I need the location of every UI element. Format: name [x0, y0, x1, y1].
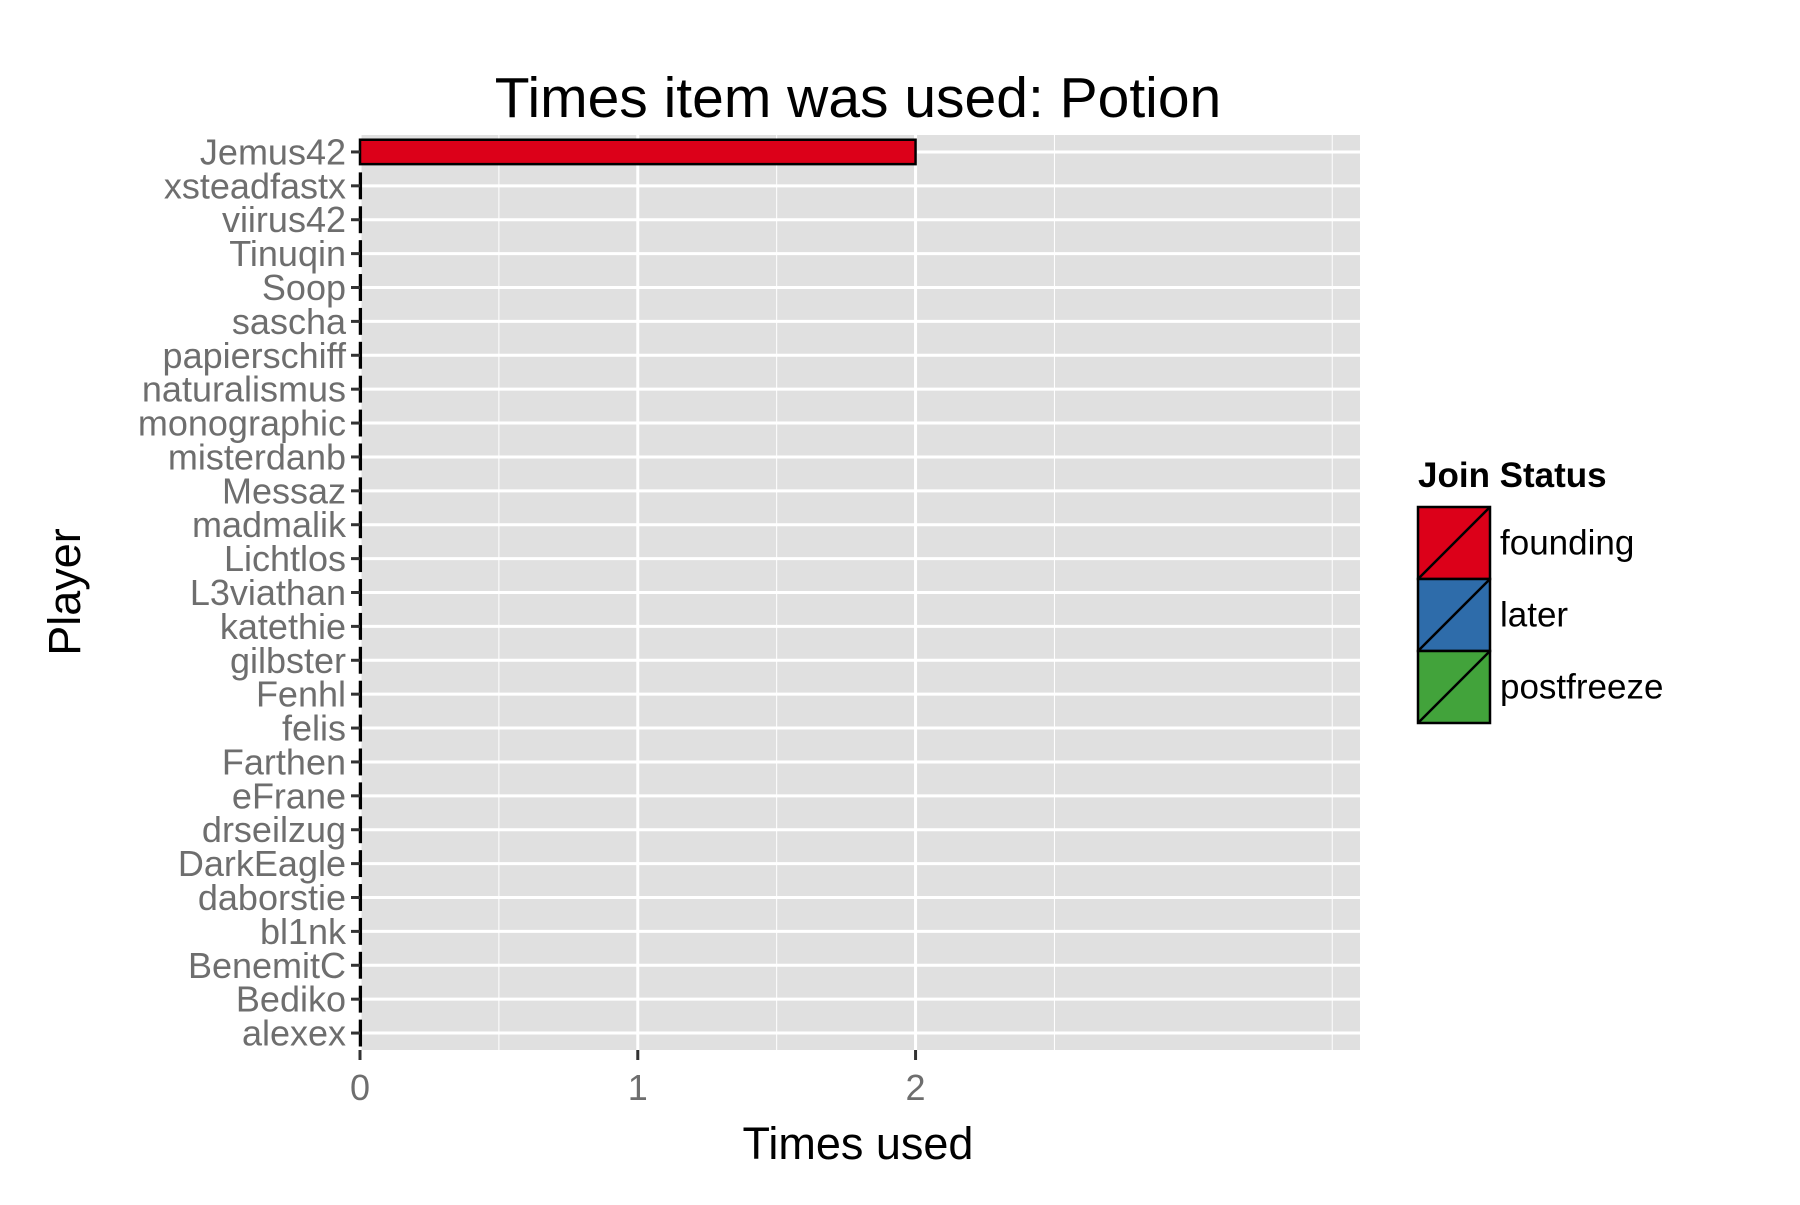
bar-drseilzug	[358, 816, 363, 844]
y-axis: Jemus42xsteadfastxviirus42TinuqinSoopsas…	[138, 131, 360, 1054]
y-tick-label: Soop	[262, 267, 346, 308]
y-tick-label: Bediko	[236, 979, 346, 1020]
bar-monographic	[358, 409, 363, 437]
bars	[358, 138, 917, 1047]
y-tick-label: katethie	[220, 606, 346, 647]
bar-misterdanb	[358, 443, 363, 471]
x-axis-title: Times used	[743, 1118, 974, 1169]
bar-bl1nk	[358, 917, 363, 945]
bar-tinuqin	[358, 240, 363, 268]
x-tick-label: 2	[906, 1067, 926, 1108]
y-tick-label: Lichtlos	[224, 538, 346, 579]
y-tick-label: drseilzug	[202, 809, 346, 850]
legend-key-slash	[1417, 650, 1491, 724]
legend-label: founding	[1500, 524, 1634, 563]
x-tick-label: 0	[350, 1067, 370, 1108]
y-tick-label: daborstie	[198, 877, 346, 918]
bar-efrane	[358, 782, 363, 810]
x-tick-label: 1	[628, 1067, 648, 1108]
legend-label: later	[1500, 596, 1568, 635]
legend-key-slash	[1417, 506, 1491, 580]
y-tick-label: papierschiff	[163, 335, 347, 376]
bar-katethie	[358, 612, 363, 640]
bar-alexex	[358, 1019, 363, 1047]
y-tick-label: gilbster	[230, 640, 346, 681]
y-tick-label: madmalik	[192, 504, 347, 545]
bar-jemus42	[358, 138, 917, 166]
bar-soop	[358, 274, 363, 301]
y-tick-label: sascha	[232, 301, 347, 342]
y-tick-label: monographic	[138, 403, 346, 444]
bar-felis	[358, 714, 363, 742]
y-tick-label: Jemus42	[200, 131, 346, 172]
y-tick-label: Fenhl	[256, 674, 346, 715]
bar-benemitc	[358, 951, 363, 979]
bar-messaz	[358, 477, 363, 505]
y-tick-label: L3viathan	[190, 572, 346, 613]
y-axis-title: Player	[39, 528, 90, 656]
legend-item-founding: founding	[1416, 505, 1634, 581]
grid-lines	[358, 135, 1360, 1050]
y-tick-label: Messaz	[222, 470, 346, 511]
bar-lichtlos	[358, 545, 363, 573]
legend: Join Status founding later postfreeze	[1416, 456, 1663, 725]
bar-xsteadfastx	[358, 172, 363, 200]
y-tick-label: DarkEagle	[178, 843, 346, 884]
y-tick-label: eFrane	[232, 775, 346, 816]
legend-item-postfreeze: postfreeze	[1416, 649, 1663, 725]
bar-sascha	[358, 307, 363, 335]
y-tick-label: Farthen	[222, 741, 346, 782]
y-tick-label: felis	[282, 708, 346, 749]
y-tick-label: bl1nk	[260, 911, 347, 952]
legend-title: Join Status	[1418, 456, 1607, 495]
y-tick-label: xsteadfastx	[164, 165, 346, 206]
x-axis: 0 1 2	[350, 1050, 926, 1108]
legend-label: postfreeze	[1500, 668, 1663, 707]
bar-papierschiff	[358, 341, 363, 369]
bar-naturalismus	[358, 375, 363, 403]
y-tick-label: alexex	[242, 1013, 346, 1054]
bar-l3viathan	[358, 579, 363, 606]
y-tick-label: misterdanb	[168, 436, 346, 477]
bar-viirus42	[358, 206, 363, 234]
bar-darkeagle	[358, 850, 363, 878]
y-tick-label: viirus42	[222, 199, 346, 240]
bar-gilbster	[358, 646, 363, 674]
y-tick-label: naturalismus	[142, 369, 346, 410]
bar-fenhl	[358, 680, 363, 708]
legend-item-later: later	[1416, 577, 1568, 653]
bar-daborstie	[358, 884, 363, 911]
chart-title: Times item was used: Potion	[495, 66, 1222, 130]
y-tick-label: BenemitC	[188, 945, 346, 986]
y-tick-label: Tinuqin	[229, 233, 346, 274]
legend-key-slash	[1417, 578, 1491, 652]
bar-bediko	[358, 985, 363, 1013]
bar-farthen	[358, 748, 363, 776]
bar-madmalik	[358, 511, 363, 539]
